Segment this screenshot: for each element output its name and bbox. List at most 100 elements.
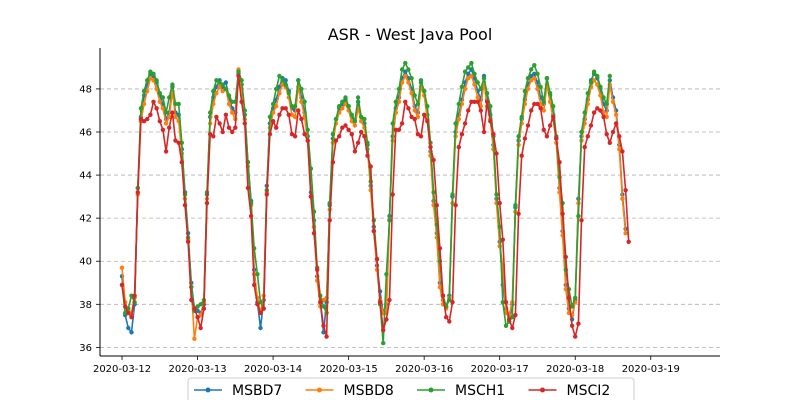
data-point <box>503 300 509 305</box>
data-point <box>148 112 153 118</box>
data-point <box>472 99 477 105</box>
data-point <box>337 104 342 109</box>
data-point <box>610 99 616 105</box>
data-point <box>396 86 402 92</box>
data-point <box>230 110 235 115</box>
data-point <box>519 153 524 158</box>
x-tick-label: 2020-03-16 <box>395 364 453 375</box>
data-point <box>601 95 606 100</box>
data-point <box>462 86 468 92</box>
legend-label: MSBD7 <box>232 383 282 399</box>
data-point <box>277 91 282 96</box>
data-point <box>453 203 458 208</box>
data-point <box>141 101 147 107</box>
data-point <box>497 200 502 206</box>
data-point <box>138 116 144 122</box>
data-point <box>472 82 477 87</box>
data-point <box>437 284 443 290</box>
data-point <box>532 76 537 81</box>
data-point <box>576 321 581 326</box>
data-point <box>141 88 147 94</box>
data-point <box>513 203 518 208</box>
data-point <box>119 265 125 270</box>
data-point <box>595 73 600 79</box>
data-point <box>396 127 402 132</box>
data-point <box>135 190 140 195</box>
data-point <box>529 73 534 79</box>
data-point <box>292 104 298 109</box>
data-point <box>579 129 584 135</box>
data-point <box>289 132 295 137</box>
series-msci2 <box>119 73 631 339</box>
data-point <box>305 138 310 143</box>
data-point <box>406 80 411 85</box>
data-point <box>245 185 251 191</box>
data-point <box>283 82 288 87</box>
data-point <box>535 101 540 107</box>
data-point <box>466 108 471 113</box>
data-point <box>598 108 603 113</box>
data-point <box>179 140 184 145</box>
data-point <box>368 164 373 169</box>
series-line <box>121 68 627 340</box>
data-point <box>377 300 383 305</box>
data-point <box>532 71 537 77</box>
data-point <box>393 127 398 132</box>
data-point <box>167 125 172 130</box>
data-point <box>437 246 443 251</box>
data-point <box>258 300 263 305</box>
data-point <box>478 108 483 113</box>
legend-label: MSCI2 <box>567 383 611 399</box>
data-point <box>292 134 298 139</box>
data-point <box>236 69 241 74</box>
data-point <box>226 125 232 130</box>
data-point <box>469 73 474 79</box>
y-tick-label: 42 <box>79 214 92 225</box>
data-point <box>145 116 150 122</box>
data-point <box>239 78 244 83</box>
data-point <box>422 112 427 118</box>
data-point <box>280 78 285 83</box>
data-point <box>267 114 273 120</box>
data-point <box>387 218 392 223</box>
data-point <box>220 129 225 135</box>
data-point <box>214 78 219 83</box>
data-point <box>462 69 468 74</box>
data-point <box>381 340 386 346</box>
data-point <box>255 302 260 307</box>
data-point <box>617 147 622 152</box>
data-point <box>494 151 499 156</box>
data-point <box>296 78 301 83</box>
data-point <box>230 99 235 105</box>
data-point <box>384 317 389 322</box>
data-point <box>585 91 590 96</box>
data-point <box>481 129 487 135</box>
data-point <box>399 67 405 72</box>
y-tick-label: 40 <box>79 257 92 268</box>
data-point <box>623 231 628 236</box>
data-point <box>529 78 534 83</box>
data-point <box>258 325 263 331</box>
data-point <box>274 86 279 92</box>
data-point <box>532 101 537 107</box>
y-tick-label: 46 <box>79 128 92 139</box>
data-point <box>525 76 531 81</box>
data-point <box>563 254 568 260</box>
data-point <box>576 213 581 219</box>
data-point <box>179 160 184 165</box>
data-point <box>333 138 339 143</box>
data-point <box>359 129 364 135</box>
data-point <box>585 134 590 139</box>
data-point <box>488 104 493 109</box>
data-point <box>431 190 436 195</box>
data-point <box>557 160 562 165</box>
data-point <box>538 101 543 107</box>
data-point <box>330 132 336 137</box>
data-point <box>573 334 578 339</box>
data-point <box>176 101 181 107</box>
data-point <box>396 99 402 105</box>
data-point <box>198 325 203 331</box>
data-point <box>355 95 361 100</box>
x-tick-label: 2020-03-15 <box>320 364 378 375</box>
chart-title: ASR - West Java Pool <box>328 25 493 44</box>
